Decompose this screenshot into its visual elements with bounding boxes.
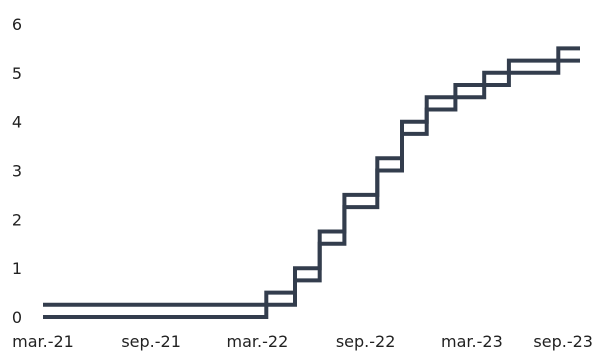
x-tick-label: mar.-21: [12, 332, 74, 351]
series-line-2: [43, 58, 580, 319]
plot-lines: [43, 46, 580, 319]
y-tick-label: 2: [12, 210, 22, 229]
x-tick-label: sep.-22: [336, 332, 396, 351]
y-tick-label: 4: [12, 113, 22, 132]
y-axis-ticks: 0 1 2 3 4 5 6: [12, 15, 22, 327]
x-axis-ticks: mar.-21 sep.-21 mar.-22 sep.-22 mar.-23 sep.-…: [12, 332, 593, 351]
x-tick-label: sep.-21: [121, 332, 181, 351]
y-tick-label: 0: [12, 308, 22, 327]
y-tick-label: 3: [12, 162, 22, 181]
y-tick-label: 6: [12, 15, 22, 34]
y-tick-label: 1: [12, 259, 22, 278]
x-tick-label: mar.-22: [227, 332, 289, 351]
x-tick-label: mar.-23: [441, 332, 503, 351]
x-tick-label: sep.-23: [533, 332, 593, 351]
y-tick-label: 5: [12, 64, 22, 83]
